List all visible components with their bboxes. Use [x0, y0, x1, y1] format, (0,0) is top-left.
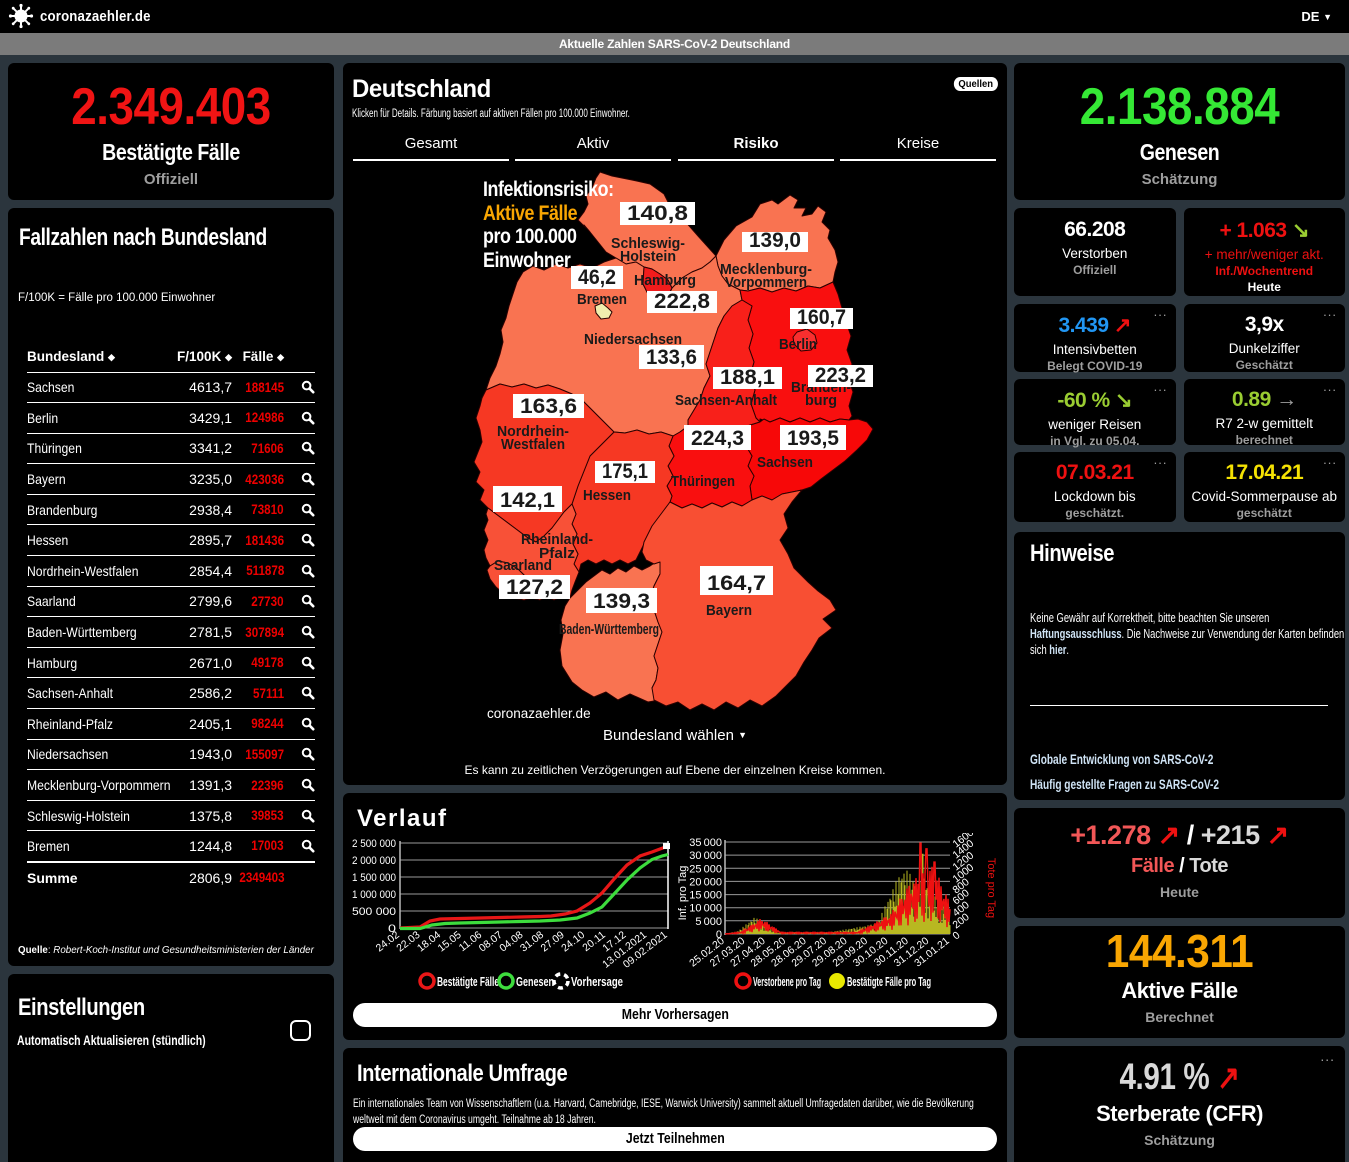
svg-text:Bayern: Bayern: [706, 602, 752, 619]
svg-text:127,2: 127,2: [506, 576, 563, 599]
svg-text:Inf. pro Tag: Inf. pro Tag: [678, 866, 689, 921]
svg-text:163,6: 163,6: [520, 395, 577, 418]
svg-text:2 500 000: 2 500 000: [352, 838, 396, 850]
svg-text:0: 0: [950, 929, 962, 942]
svg-text:Vorhersage: Vorhersage: [571, 974, 623, 989]
svg-text:Schleswig-: Schleswig-: [611, 235, 685, 252]
svg-text:1 000 000: 1 000 000: [352, 889, 396, 901]
svg-text:Hamburg: Hamburg: [634, 272, 696, 289]
svg-text:139,3: 139,3: [593, 590, 650, 613]
svg-text:Holstein: Holstein: [620, 248, 676, 265]
svg-text:Verstorbene pro Tag: Verstorbene pro Tag: [753, 974, 821, 989]
svg-text:burg: burg: [805, 392, 837, 409]
svg-text:Nordrhein-: Nordrhein-: [497, 423, 569, 440]
svg-text:0: 0: [716, 929, 722, 941]
svg-text:46,2: 46,2: [578, 266, 616, 289]
svg-text:Baden-Württemberg: Baden-Württemberg: [559, 621, 659, 638]
svg-text:Berlin: Berlin: [779, 336, 817, 353]
svg-text:Westfalen: Westfalen: [501, 436, 565, 453]
svg-text:Bremen: Bremen: [577, 291, 627, 308]
svg-text:164,7: 164,7: [707, 572, 766, 595]
svg-text:222,8: 222,8: [654, 290, 710, 313]
svg-text:160,7: 160,7: [797, 306, 846, 329]
svg-text:188,1: 188,1: [720, 366, 775, 389]
svg-text:142,1: 142,1: [500, 489, 555, 512]
svg-text:Vorpommern: Vorpommern: [725, 274, 807, 291]
svg-text:10 000: 10 000: [689, 903, 722, 915]
svg-text:Saarland: Saarland: [494, 557, 552, 574]
svg-text:193,5: 193,5: [787, 427, 839, 450]
svg-text:Bestätigte Fälle: Bestätigte Fälle: [437, 974, 499, 989]
svg-text:Pfalz: Pfalz: [539, 545, 575, 562]
svg-text:30 000: 30 000: [689, 850, 722, 862]
svg-text:2 000 000: 2 000 000: [352, 855, 396, 867]
svg-text:1 500 000: 1 500 000: [352, 872, 396, 884]
svg-text:500 000: 500 000: [352, 906, 396, 918]
svg-text:140,8: 140,8: [627, 202, 688, 225]
svg-text:Genesen: Genesen: [516, 974, 554, 989]
svg-text:5 000: 5 000: [695, 916, 722, 928]
svg-text:224,3: 224,3: [691, 427, 744, 450]
svg-text:Thüringen: Thüringen: [671, 473, 735, 490]
svg-text:0: 0: [388, 923, 396, 935]
svg-text:139,0: 139,0: [749, 229, 801, 252]
svg-text:175,1: 175,1: [602, 460, 648, 483]
svg-text:133,6: 133,6: [646, 346, 697, 369]
svg-text:Rheinland-: Rheinland-: [521, 531, 593, 548]
svg-text:223,2: 223,2: [815, 364, 866, 387]
svg-text:Sachsen-Anhalt: Sachsen-Anhalt: [675, 392, 777, 409]
svg-text:Hessen: Hessen: [583, 487, 631, 504]
svg-text:Sachsen: Sachsen: [757, 454, 813, 471]
svg-text:Niedersachsen: Niedersachsen: [584, 331, 682, 348]
svg-text:Bestätigte Fälle pro Tag: Bestätigte Fälle pro Tag: [847, 974, 931, 989]
svg-text:Mecklenburg-: Mecklenburg-: [720, 261, 812, 278]
svg-text:35 000: 35 000: [689, 837, 722, 849]
svg-text:15 000: 15 000: [689, 890, 722, 902]
svg-text:Tote pro Tag: Tote pro Tag: [985, 858, 997, 918]
svg-text:25 000: 25 000: [689, 863, 722, 875]
svg-text:20 000: 20 000: [689, 876, 722, 888]
